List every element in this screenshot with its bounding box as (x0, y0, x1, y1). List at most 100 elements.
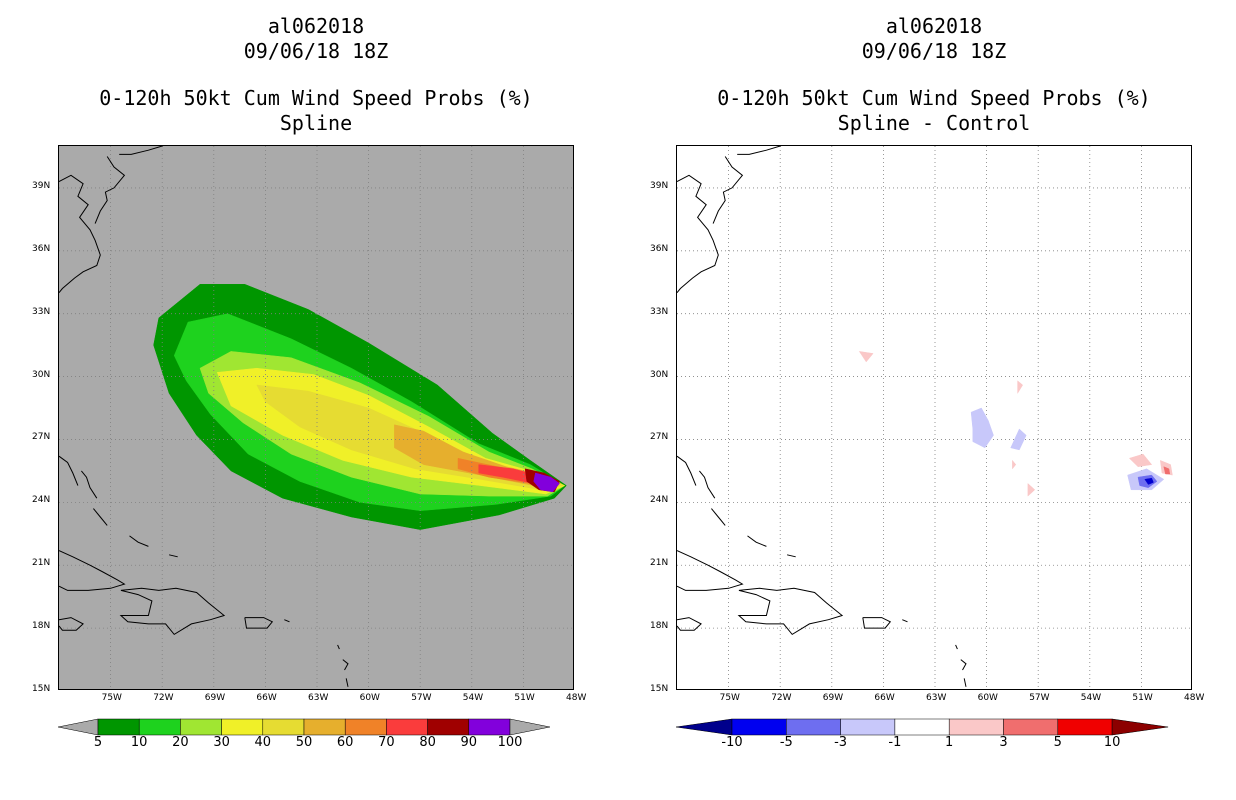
coastline (342, 659, 349, 671)
difference-patch (1012, 460, 1017, 470)
coastline (963, 678, 967, 687)
x-tick-label: 54W (462, 693, 484, 703)
colorbar-label: 60 (336, 735, 354, 750)
right-map-panel (676, 145, 1192, 690)
coastline (677, 617, 702, 631)
coastline (699, 470, 716, 499)
colorbar-segment (386, 718, 428, 736)
left-datetime: 09/06/18 18Z (243, 39, 389, 63)
coastline (737, 146, 782, 155)
colorbar-segment (731, 718, 787, 736)
coastline (59, 550, 126, 591)
colorbar-label: 70 (378, 735, 395, 750)
x-tick-label: 60W (977, 693, 998, 703)
y-tick-label: 27N (32, 432, 51, 443)
contour-fills (859, 351, 1173, 497)
grid-lines (59, 146, 573, 689)
colorbar-segment (894, 718, 950, 736)
coastline (677, 174, 719, 294)
colorbar-segment (1057, 718, 1113, 736)
right-title-block: al062018 09/06/18 18Z 0-120h 50kt Cum Wi… (676, 14, 1192, 136)
x-tick-label: 66W (874, 693, 895, 703)
colorbar-label: -5 (779, 735, 793, 750)
x-tick-label: 69W (204, 693, 226, 703)
probability-contour (533, 472, 560, 493)
y-tick-label: 24N (650, 495, 669, 506)
colorbar-label: 50 (295, 735, 313, 750)
colorbar-segment (221, 718, 264, 736)
x-tick-label: 51W (514, 693, 535, 703)
colorbar-segment (468, 718, 511, 736)
x-tick-label: 63W (926, 693, 947, 703)
colorbar-arrow-high (509, 718, 551, 736)
left-storm-id: al062018 (267, 14, 365, 38)
x-tick-label: 57W (411, 693, 432, 703)
colorbar-segment (262, 718, 305, 736)
coastline (59, 455, 79, 486)
difference-patch (1010, 428, 1027, 451)
coastline (244, 617, 274, 629)
difference-patch (1027, 483, 1036, 497)
left-map-panel (58, 145, 574, 690)
colorbar-segment (427, 718, 470, 736)
difference-patch (1163, 466, 1171, 475)
y-tick-label: 21N (32, 558, 51, 569)
coastline (737, 587, 844, 636)
colorbar-label: 10 (1103, 735, 1121, 750)
colorbar-label: 1 (945, 735, 954, 750)
left-colorbar (58, 718, 551, 736)
colorbar-label: 5 (93, 735, 103, 750)
x-tick-label: 63W (308, 693, 329, 703)
difference-patch (859, 351, 874, 363)
colorbar-label: 10 (130, 735, 148, 750)
right-chart-title: 0-120h 50kt Cum Wind Speed Probs (%) (717, 86, 1151, 110)
contour-fills (153, 284, 567, 530)
coastline (81, 470, 98, 499)
coastline (119, 587, 226, 636)
colorbar-segment (303, 718, 346, 736)
x-tick-label: 60W (359, 693, 380, 703)
x-tick-label: 69W (822, 693, 844, 703)
difference-patch (1017, 380, 1023, 394)
y-tick-label: 33N (650, 306, 669, 317)
x-tick-label: 66W (256, 693, 277, 703)
x-tick-label: 57W (1029, 693, 1050, 703)
y-tick-label: 24N (32, 495, 51, 506)
colorbar-arrow-low (676, 718, 733, 736)
coastline (93, 508, 108, 526)
x-tick-label: 72W (771, 693, 792, 703)
difference-patch (1129, 453, 1152, 467)
y-tick-label: 30N (32, 369, 51, 380)
left-title-block: al062018 09/06/18 18Z 0-120h 50kt Cum Wi… (58, 14, 574, 136)
colorbar-label: 3 (999, 735, 1008, 750)
colorbar-label: -3 (834, 735, 848, 750)
y-tick-label: 33N (32, 306, 51, 317)
colorbar-arrow-low (58, 718, 99, 736)
y-tick-label: 36N (650, 243, 669, 254)
coastlines (59, 146, 349, 687)
left-chart-subtitle: Spline (279, 111, 353, 135)
colorbar-segment (786, 718, 841, 736)
coastline (862, 617, 892, 629)
x-tick-label: 72W (153, 693, 174, 703)
coastline (677, 455, 697, 486)
y-tick-label: 21N (650, 558, 669, 569)
coastline (119, 146, 164, 155)
coastline (711, 508, 726, 526)
colorbar-segment (344, 718, 387, 736)
colorbar-label: 40 (254, 735, 272, 750)
colorbar-segment (1003, 718, 1059, 736)
right-datetime: 09/06/18 18Z (861, 39, 1007, 63)
coastline (747, 535, 767, 547)
coastline (59, 174, 101, 294)
coastline (94, 156, 126, 224)
coastline (337, 644, 340, 650)
colorbar-label: -10 (721, 735, 743, 750)
colorbar-label: 90 (460, 735, 478, 750)
y-tick-label: 39N (32, 180, 51, 191)
coastline (677, 550, 744, 591)
left-chart-title: 0-120h 50kt Cum Wind Speed Probs (%) (99, 86, 533, 110)
coastline (955, 644, 958, 650)
coastline (786, 554, 796, 558)
x-tick-label: 75W (101, 693, 122, 703)
